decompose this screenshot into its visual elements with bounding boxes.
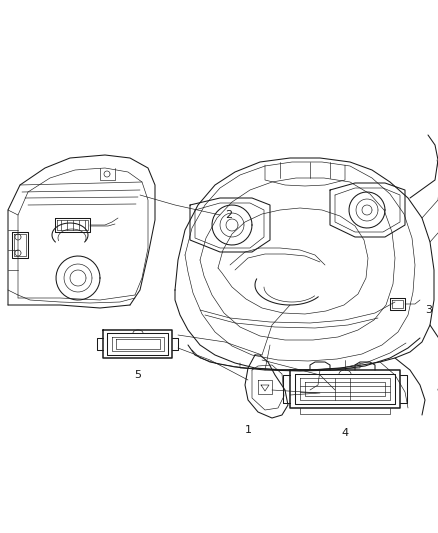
Text: 1: 1	[244, 425, 251, 435]
Text: 4: 4	[342, 428, 349, 438]
Text: 3: 3	[425, 305, 432, 315]
Text: 5: 5	[134, 370, 141, 380]
Text: 2: 2	[225, 210, 232, 220]
